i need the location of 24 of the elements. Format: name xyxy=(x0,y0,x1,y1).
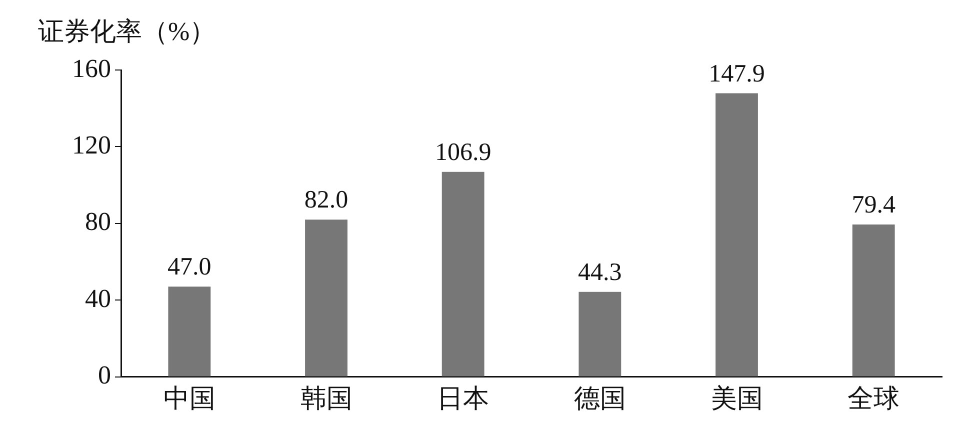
data-label: 106.9 xyxy=(434,138,492,166)
data-label: 79.4 xyxy=(852,192,896,219)
y-tick-label: 40 xyxy=(85,284,111,313)
x-tick-label: 韩国 xyxy=(300,384,352,414)
x-tick-label: 美国 xyxy=(710,384,763,414)
data-label: 47.0 xyxy=(168,254,212,281)
y-tick-label: 0 xyxy=(98,360,111,390)
bar xyxy=(716,93,758,376)
x-tick-label: 日本 xyxy=(437,384,490,414)
bar xyxy=(168,286,211,376)
y-tick-label: 80 xyxy=(85,207,111,236)
bar xyxy=(852,224,895,376)
bar xyxy=(305,220,348,376)
data-label: 147.9 xyxy=(708,60,765,88)
y-tick-label: 160 xyxy=(72,54,111,83)
x-tick-label: 德国 xyxy=(574,384,626,414)
data-label: 82.0 xyxy=(304,186,348,214)
data-label: 44.3 xyxy=(578,258,622,286)
x-tick-label: 中国 xyxy=(163,384,216,414)
y-tick-label: 120 xyxy=(72,130,111,160)
x-tick-label: 全球 xyxy=(848,384,900,414)
bar xyxy=(578,292,622,376)
y-axis-title: 证券化率（%） xyxy=(38,16,216,48)
bar xyxy=(442,172,484,376)
